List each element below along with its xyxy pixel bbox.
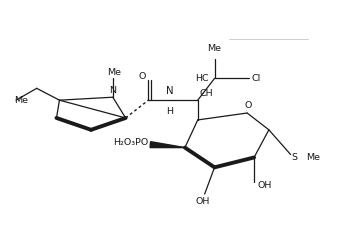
Text: Me: Me [14,96,28,105]
Text: Me: Me [207,44,222,53]
Text: OH: OH [195,197,210,206]
Text: Cl: Cl [251,74,260,83]
Text: O: O [138,72,145,81]
Text: N: N [166,86,174,96]
Text: CH: CH [200,89,213,98]
Text: H: H [167,107,173,116]
Text: HC: HC [195,74,209,83]
Text: N: N [109,86,116,95]
Text: O: O [245,101,252,110]
Polygon shape [150,142,185,148]
Text: OH: OH [257,181,272,190]
Text: Me: Me [307,153,320,161]
Text: S: S [292,153,298,161]
Text: Me: Me [107,68,121,77]
Text: H₂O₃PO: H₂O₃PO [113,138,148,147]
